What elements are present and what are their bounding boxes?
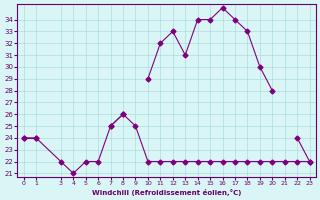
X-axis label: Windchill (Refroidissement éolien,°C): Windchill (Refroidissement éolien,°C) (92, 189, 241, 196)
